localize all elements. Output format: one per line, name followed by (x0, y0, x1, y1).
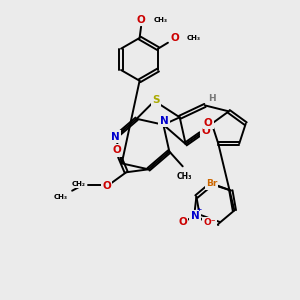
Text: O: O (178, 218, 187, 227)
Text: O: O (112, 145, 121, 155)
Text: +: + (196, 208, 202, 212)
Text: Br: Br (206, 179, 217, 188)
Text: CH₃: CH₃ (54, 194, 68, 200)
Text: S: S (152, 95, 160, 105)
Text: O: O (204, 118, 213, 128)
Text: O: O (202, 126, 210, 136)
Text: O: O (137, 15, 146, 25)
Text: N: N (190, 211, 199, 221)
Text: CH₃: CH₃ (176, 172, 192, 181)
Text: CH₃: CH₃ (154, 16, 168, 22)
Text: O: O (170, 33, 179, 43)
Text: CH₃: CH₃ (187, 35, 201, 41)
Text: O: O (102, 181, 111, 191)
Text: N: N (111, 132, 120, 142)
Text: CH₂: CH₂ (71, 181, 85, 187)
Text: H: H (208, 94, 215, 103)
Text: N: N (160, 116, 168, 126)
Text: O⁻: O⁻ (203, 218, 216, 227)
